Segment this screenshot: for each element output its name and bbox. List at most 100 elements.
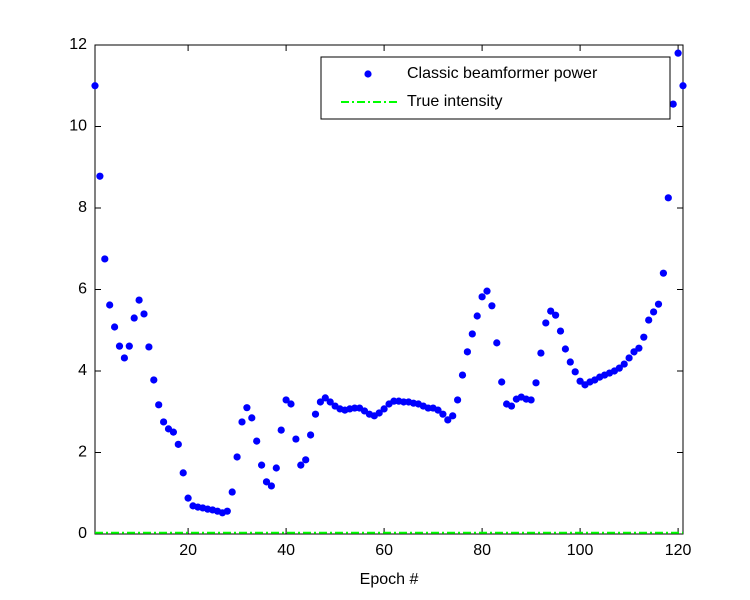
data-point <box>174 440 182 448</box>
data-point <box>96 172 104 180</box>
data-point <box>101 255 109 263</box>
plot-area <box>94 44 684 535</box>
data-point <box>253 437 261 445</box>
data-point <box>571 368 579 376</box>
y-tick-label: 8 <box>78 199 87 216</box>
data-point <box>650 308 658 316</box>
data-point <box>674 49 682 57</box>
x-tick-label: 120 <box>665 542 692 559</box>
data-point <box>287 400 295 408</box>
data-point <box>434 406 442 414</box>
data-point <box>307 431 315 439</box>
y-tick-label: 4 <box>78 362 87 379</box>
data-point <box>542 319 550 327</box>
x-tick-label: 100 <box>567 542 594 559</box>
data-point <box>316 398 324 406</box>
data-point <box>311 410 320 418</box>
y-tick-label: 10 <box>69 118 87 135</box>
data-point <box>115 342 124 350</box>
data-point <box>463 348 471 356</box>
data-point <box>473 312 481 320</box>
legend-marker <box>364 70 372 78</box>
data-point <box>179 469 187 477</box>
data-point <box>498 378 506 386</box>
data-point <box>576 377 584 385</box>
x-tick-label: 20 <box>179 542 197 559</box>
data-point <box>615 364 623 372</box>
y-tick-label: 6 <box>78 281 87 298</box>
data-point <box>449 412 457 420</box>
data-point <box>267 482 275 490</box>
legend-label: Classic beamformer power <box>407 65 598 82</box>
y-tick-label: 2 <box>78 444 87 461</box>
data-point <box>140 310 148 318</box>
data-point <box>91 82 99 90</box>
data-point <box>478 293 486 301</box>
legend-box <box>320 56 671 120</box>
data-point <box>547 307 555 315</box>
data-point <box>635 344 643 352</box>
x-tick-label: 60 <box>375 542 393 559</box>
data-point <box>258 461 266 469</box>
data-point <box>262 478 271 486</box>
data-point <box>223 507 231 515</box>
data-point <box>155 401 163 409</box>
data-point <box>645 316 653 324</box>
data-point <box>679 82 687 90</box>
data-point <box>375 409 383 417</box>
data-point <box>238 418 246 426</box>
data-point <box>659 269 668 277</box>
data-point <box>292 435 300 443</box>
data-point <box>625 354 633 362</box>
data-point <box>302 456 310 464</box>
data-point <box>321 394 329 402</box>
data-point <box>552 311 560 319</box>
data-point <box>184 494 192 502</box>
x-tick-label: 80 <box>473 542 491 559</box>
data-point <box>150 376 158 384</box>
data-point <box>160 418 168 426</box>
data-point <box>272 464 280 472</box>
data-point <box>527 396 535 404</box>
data-point <box>125 342 133 350</box>
data-point <box>454 396 462 404</box>
data-point <box>654 300 663 308</box>
data-point <box>233 453 241 461</box>
data-point <box>488 302 496 310</box>
data-point <box>630 348 638 356</box>
data-point <box>145 343 153 351</box>
x-tick-label: 40 <box>277 542 295 559</box>
data-point <box>111 323 119 331</box>
data-point <box>297 461 305 469</box>
data-point <box>248 414 256 422</box>
data-point <box>669 100 677 108</box>
data-point <box>556 327 565 335</box>
data-point <box>537 349 545 357</box>
data-point <box>380 405 388 413</box>
data-point <box>444 416 452 424</box>
data-point <box>664 194 672 202</box>
data-point <box>243 404 251 412</box>
data-point <box>561 345 570 353</box>
data-point <box>277 426 285 434</box>
data-point <box>326 398 334 406</box>
data-point <box>483 287 491 295</box>
data-point <box>468 330 476 338</box>
data-point <box>640 333 648 341</box>
data-point <box>228 488 236 496</box>
data-point <box>169 428 177 436</box>
data-point <box>106 301 114 309</box>
data-point <box>120 354 128 362</box>
data-point <box>620 360 628 368</box>
data-point <box>493 339 501 347</box>
data-point <box>566 358 574 366</box>
legend-label: True intensity <box>407 93 502 110</box>
y-tick-label: 12 <box>69 36 87 53</box>
data-point <box>458 371 467 379</box>
x-axis-label: Epoch # <box>360 571 419 588</box>
data-point <box>282 396 290 404</box>
data-point <box>135 296 143 304</box>
data-point <box>130 314 138 322</box>
data-point <box>439 410 447 418</box>
